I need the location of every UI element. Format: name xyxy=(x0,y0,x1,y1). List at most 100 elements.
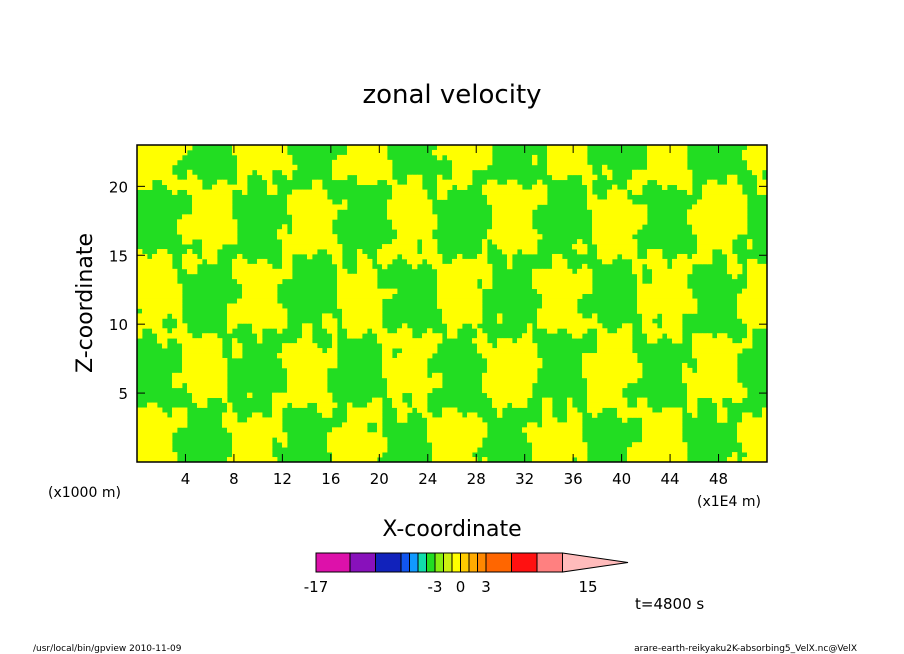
field-cell-positive xyxy=(302,372,308,379)
field-cell-positive xyxy=(412,194,418,200)
field-cell-positive xyxy=(627,343,633,349)
field-cell-positive xyxy=(717,407,723,413)
field-cell-positive xyxy=(702,204,708,210)
field-cell-positive xyxy=(217,194,223,200)
field-cell-positive xyxy=(422,224,428,230)
field-cell-positive xyxy=(402,244,408,250)
field-cell-positive xyxy=(737,293,743,299)
field-cell-positive xyxy=(592,357,598,364)
field-cell-positive xyxy=(307,343,313,349)
field-cell-positive xyxy=(577,169,583,176)
field-cell-positive xyxy=(212,372,218,379)
field-cell-positive xyxy=(357,263,363,270)
field-cell-positive xyxy=(667,273,673,280)
field-cell-positive xyxy=(717,184,723,190)
field-cell-positive xyxy=(452,268,458,275)
field-cell-positive xyxy=(352,288,358,294)
field-cell-positive xyxy=(302,338,308,344)
field-cell-positive xyxy=(202,219,208,225)
field-cell-positive xyxy=(482,244,488,250)
field-cell-positive xyxy=(347,145,353,151)
field-cell-positive xyxy=(232,457,238,463)
field-cell-positive xyxy=(142,263,148,270)
field-cell-positive xyxy=(312,199,318,205)
field-cell-positive xyxy=(662,452,668,458)
field-cell-positive xyxy=(497,367,503,374)
field-cell-positive xyxy=(682,263,688,270)
field-cell-positive xyxy=(307,333,313,339)
field-cell-positive xyxy=(607,397,613,403)
field-cell-positive xyxy=(592,229,598,235)
field-cell-positive xyxy=(632,189,638,195)
field-cell-positive xyxy=(487,353,493,359)
field-cell-positive xyxy=(672,442,678,448)
field-cell-positive xyxy=(502,348,508,354)
field-cell-positive xyxy=(147,427,153,433)
field-cell-positive xyxy=(697,357,703,364)
field-cell-positive xyxy=(347,298,353,304)
field-cell-positive xyxy=(382,367,388,374)
field-cell-positive xyxy=(627,407,633,413)
field-cell-positive xyxy=(257,268,263,275)
field-cell-positive xyxy=(357,303,363,309)
field-cell-positive xyxy=(632,457,638,463)
field-cell-positive xyxy=(757,145,763,151)
field-cell-positive xyxy=(212,244,218,250)
field-cell-positive xyxy=(227,214,233,220)
field-cell-positive xyxy=(707,234,713,240)
field-cell-positive xyxy=(222,392,228,399)
field-cell-positive xyxy=(442,442,448,448)
field-cell-positive xyxy=(262,447,268,453)
field-cell-positive xyxy=(667,298,673,304)
field-cell-positive xyxy=(252,149,258,156)
field-cell-positive xyxy=(627,249,633,255)
field-cell-positive xyxy=(437,452,443,458)
field-cell-positive xyxy=(267,313,273,319)
field-cell-positive xyxy=(542,268,548,275)
field-cell-positive xyxy=(307,362,313,369)
field-cell-positive xyxy=(642,303,648,309)
field-cell-positive xyxy=(552,145,558,151)
field-cell-positive xyxy=(622,328,628,334)
field-cell-positive xyxy=(457,427,463,433)
field-cell-positive xyxy=(487,229,493,235)
field-cell-positive xyxy=(392,184,398,190)
field-cell-positive xyxy=(747,333,753,339)
field-cell-positive xyxy=(392,397,398,403)
field-cell-positive xyxy=(412,263,418,270)
field-cell-positive xyxy=(657,149,663,156)
field-cell-positive xyxy=(752,273,758,280)
field-cell-positive xyxy=(412,387,418,394)
field-cell-positive xyxy=(292,164,298,171)
field-cell-positive xyxy=(572,412,578,418)
field-cell-positive xyxy=(642,308,648,314)
field-cell-positive xyxy=(307,392,313,399)
field-cell-positive xyxy=(207,204,213,210)
field-cell-positive xyxy=(497,219,503,225)
field-cell-positive xyxy=(157,437,163,443)
field-cell-positive xyxy=(727,224,733,230)
field-cell-positive xyxy=(667,323,673,329)
field-cell-positive xyxy=(602,253,608,260)
field-cell-positive xyxy=(287,268,293,275)
field-cell-positive xyxy=(407,338,413,344)
field-cell-positive xyxy=(287,362,293,369)
field-cell-positive xyxy=(742,427,748,433)
field-cell-positive xyxy=(662,422,668,428)
field-cell-positive xyxy=(157,288,163,294)
field-cell-positive xyxy=(192,397,198,403)
field-cell-positive xyxy=(247,308,253,314)
field-cell-positive xyxy=(522,189,528,195)
field-cell-positive xyxy=(462,427,468,433)
field-cell-positive xyxy=(397,417,403,423)
field-cell-positive xyxy=(472,432,478,438)
field-cell-positive xyxy=(582,179,588,186)
field-cell-positive xyxy=(492,204,498,210)
field-cell-positive xyxy=(617,402,623,408)
field-cell-positive xyxy=(237,174,243,181)
field-cell-positive xyxy=(377,159,383,166)
field-cell-positive xyxy=(642,258,648,265)
field-cell-positive xyxy=(407,199,413,205)
field-cell-positive xyxy=(497,397,503,403)
field-cell-positive xyxy=(302,387,308,394)
